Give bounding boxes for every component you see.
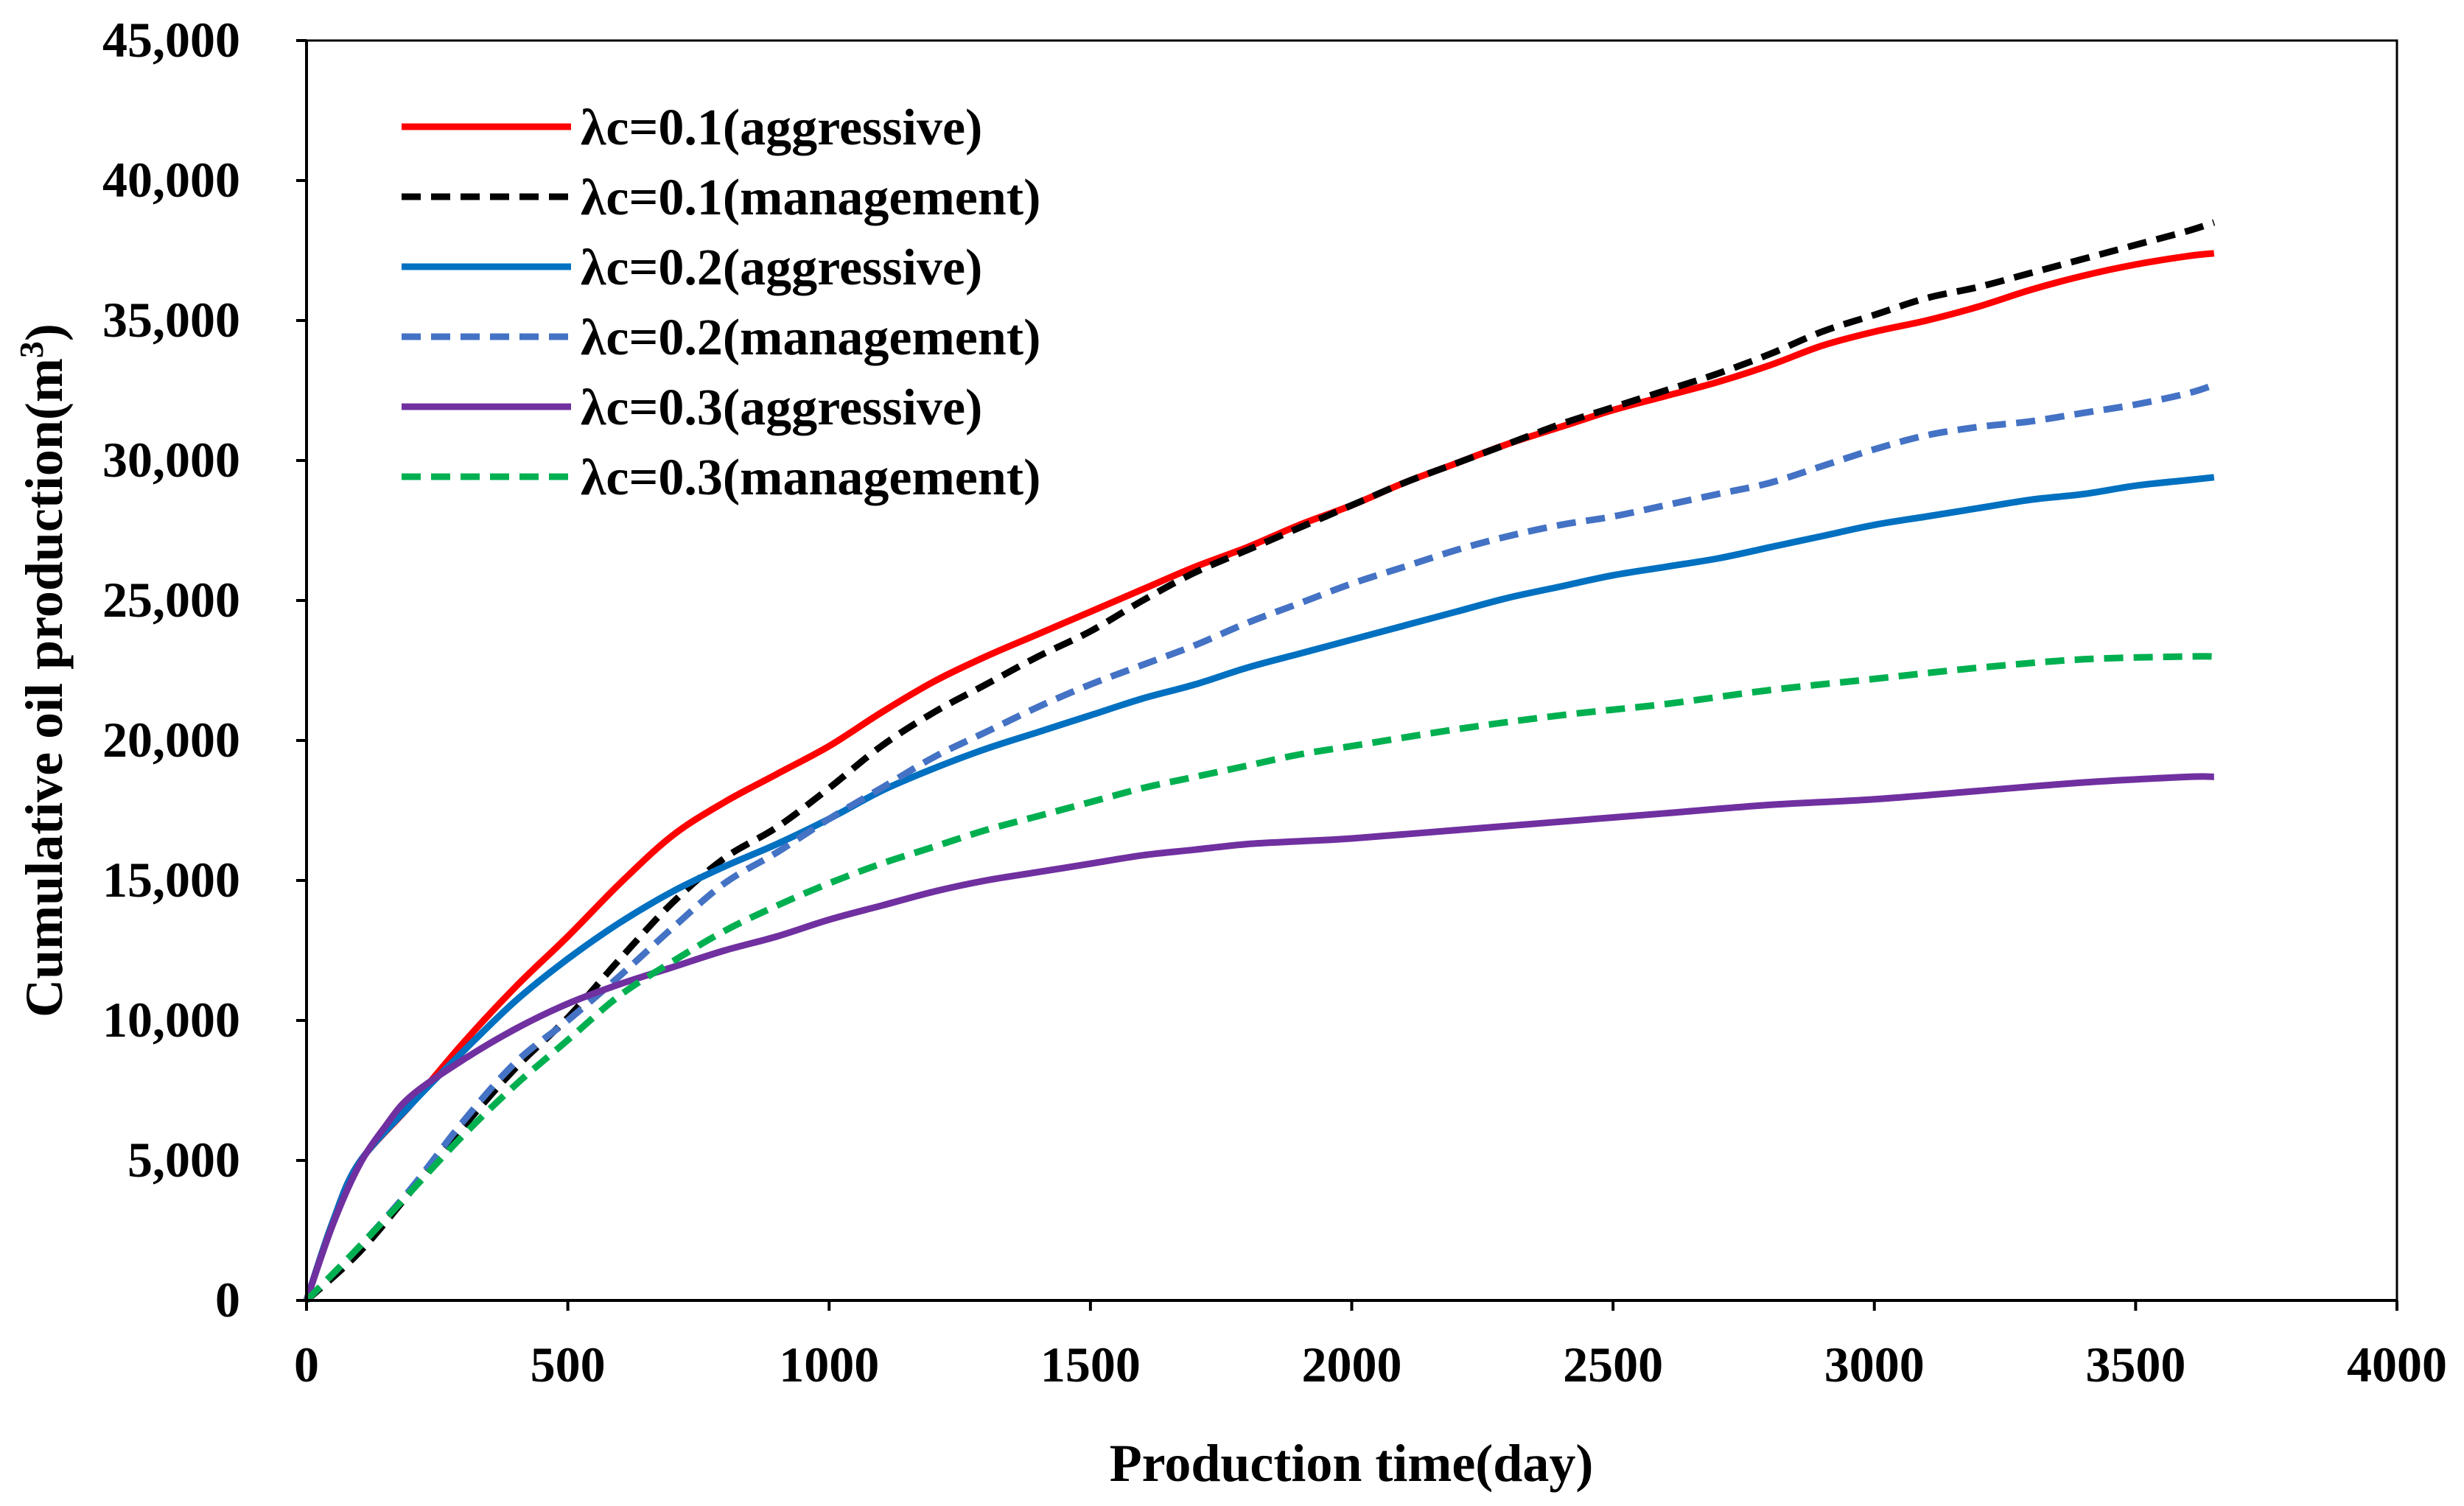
- x-tick-label: 0: [294, 1337, 319, 1393]
- series-layer: [303, 219, 2216, 1303]
- y-tick-label: 15,000: [102, 852, 240, 908]
- series-line-5: [303, 773, 2214, 1302]
- y-axis-title: Cumulative oil production(m3): [13, 323, 74, 1018]
- x-tick-label: 1000: [779, 1337, 879, 1393]
- y-tick-label: 30,000: [102, 432, 240, 488]
- y-tick-label: 5,000: [127, 1132, 240, 1188]
- x-tick-label: 2000: [1302, 1337, 1402, 1393]
- x-axis-title: Production time(day): [1110, 1434, 1594, 1493]
- x-ticks: 0 500 1000 1500 2000 2500 3000 3500 4000: [294, 1300, 2447, 1393]
- y-axis-title-superscript: 3: [13, 341, 50, 358]
- legend-label-3: λc=0.2(aggressive): [581, 239, 982, 296]
- y-tick-label: 40,000: [102, 152, 240, 208]
- legend-label-5: λc=0.3(aggressive): [581, 379, 982, 436]
- series-line-1: [303, 250, 2215, 1302]
- x-tick-label: 2500: [1563, 1337, 1663, 1393]
- y-tick-label: 0: [215, 1272, 240, 1328]
- y-axis-title-close: ): [15, 323, 74, 341]
- legend-label-2: λc=0.1(management): [581, 169, 1040, 226]
- legend-label-6: λc=0.3(management): [581, 449, 1040, 506]
- y-tick-label: 25,000: [102, 572, 240, 628]
- x-tick-label: 3000: [1824, 1337, 1925, 1393]
- plot-area: [303, 39, 2398, 1303]
- y-tick-label: 45,000: [102, 12, 240, 68]
- y-tick-label: 35,000: [102, 292, 240, 348]
- y-tick-label: 10,000: [102, 992, 240, 1048]
- legend-label-4: λc=0.2(management): [581, 309, 1040, 366]
- series-line-3: [303, 474, 2215, 1302]
- y-axis-title-main: Cumulative oil production(m: [15, 358, 74, 1018]
- y-ticks: 0 5,000 10,000 15,000 20,000 25,000 30,000 35,0…: [102, 12, 307, 1328]
- legend: λc=0.1(aggressive) λc=0.1(management) λc=0…: [402, 99, 1040, 506]
- y-tick-label: 20,000: [102, 712, 240, 768]
- series-line-4: [304, 382, 2216, 1303]
- x-tick-label: 4000: [2347, 1337, 2447, 1393]
- x-tick-label: 1500: [1040, 1337, 1141, 1393]
- x-tick-label: 3500: [2085, 1337, 2185, 1393]
- series-line-6: [304, 653, 2214, 1303]
- legend-label-1: λc=0.1(aggressive): [581, 99, 982, 156]
- plot-frame: [305, 39, 2398, 1302]
- x-tick-label: 500: [531, 1337, 606, 1393]
